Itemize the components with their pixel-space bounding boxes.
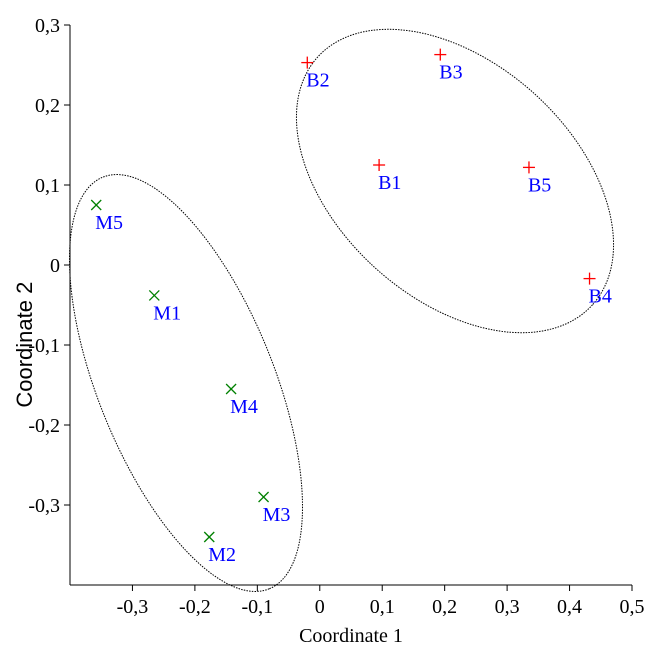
- x-tick-label: 0,5: [620, 596, 645, 618]
- y-ticks: 0,3 0,2 0,1 0 -0,1 -0,2 -0,3: [28, 15, 70, 517]
- point-label: B3: [439, 62, 462, 84]
- data-points: B1 B2 B3 B4 B5 M1 M2 M3 M4 M5: [90, 48, 612, 566]
- point-label: B5: [528, 174, 551, 196]
- data-point: M4: [225, 383, 258, 418]
- data-point: M2: [203, 531, 236, 566]
- y-tick-label: -0,2: [28, 415, 60, 437]
- x-tick-label: 0,2: [432, 596, 457, 618]
- x-tick-label: 0: [315, 596, 325, 618]
- y-tick-label: -0,3: [28, 495, 60, 517]
- data-point: B3: [434, 48, 463, 84]
- point-label: M3: [263, 504, 291, 526]
- cross-marker-b: [258, 491, 270, 503]
- data-point: B1: [373, 159, 401, 194]
- y-tick-label: 0,1: [35, 175, 60, 197]
- y-tick-label: 0,3: [35, 15, 60, 37]
- point-label: M5: [95, 212, 123, 234]
- data-point: B2: [301, 56, 330, 92]
- x-tick-label: 0,4: [557, 596, 582, 618]
- y-axis-title: Coordinate 2: [12, 282, 37, 408]
- data-point: M1: [148, 289, 181, 324]
- x-axis-title: Coordinate 1: [299, 625, 403, 647]
- x-tick-label: 0,3: [495, 596, 520, 618]
- point-label: B1: [378, 172, 401, 194]
- cross-marker-b: [148, 289, 160, 301]
- point-label: M1: [153, 302, 181, 324]
- point-label: M4: [230, 396, 258, 418]
- axes: [69, 25, 632, 586]
- cluster-ellipses: [68, 28, 615, 592]
- data-point: M5: [90, 199, 123, 234]
- cross-marker-b: [203, 531, 215, 543]
- y-tick-label: -0,1: [28, 335, 60, 357]
- x-tick-label: 0,1: [370, 596, 395, 618]
- data-point: B5: [522, 161, 551, 196]
- point-label: B4: [589, 286, 612, 308]
- point-label: M2: [208, 544, 236, 566]
- x-tick-label: -0,2: [179, 596, 211, 618]
- y-tick-label: 0: [50, 255, 60, 277]
- cluster-ellipse: [68, 174, 304, 592]
- data-point: M3: [258, 491, 291, 526]
- point-label: B2: [306, 70, 329, 92]
- cluster-ellipse: [295, 28, 615, 334]
- cross-marker-b: [225, 383, 237, 395]
- y-tick-label: 0,2: [35, 95, 60, 117]
- x-ticks: -0,3 -0,2 -0,1 0 0,1 0,2 0,3 0,4 0,5: [117, 585, 645, 618]
- x-tick-label: -0,1: [241, 596, 273, 618]
- cross-marker-b: [90, 199, 102, 211]
- x-tick-label: -0,3: [117, 596, 149, 618]
- data-point: B4: [583, 272, 612, 308]
